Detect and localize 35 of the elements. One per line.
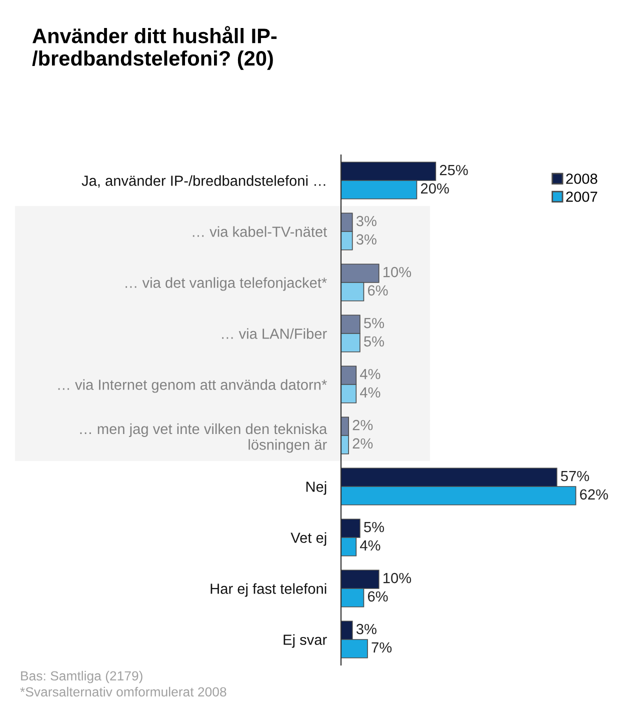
data-label: 57% xyxy=(560,470,590,482)
y-tick-label: Har ej fast telefoni xyxy=(210,583,326,597)
y-tick-label: … via kabel-TV-nätet xyxy=(192,226,328,237)
data-label: 2% xyxy=(352,420,373,430)
text: Använder ditt hushåll IP- /bredbandstelefoni? (20) xyxy=(32,26,277,70)
data-label: 7% xyxy=(372,642,392,653)
legend-label: 2007 xyxy=(566,192,598,202)
data-label: 4% xyxy=(360,540,380,551)
text: *Svarsalternativ omformulerat 2008 xyxy=(20,686,226,697)
data-label: 25% xyxy=(440,164,468,176)
y-tick-label: … via det vanliga telefonjacket* xyxy=(126,277,327,291)
y-tick-label: … via Internet genom att använda datorn* xyxy=(58,379,327,393)
data-label: 5% xyxy=(364,318,384,328)
data-label: 10% xyxy=(384,266,412,278)
data-label: 62% xyxy=(580,489,608,500)
data-label: 4% xyxy=(360,387,380,398)
text: Bas: Samtliga (2179) xyxy=(21,670,142,684)
y-tick-label: … men jag vet inte vilken den tekniska lösningen är xyxy=(80,423,328,453)
data-label: 5% xyxy=(364,336,384,347)
y-tick-label: … via LAN/Fiber xyxy=(222,328,327,339)
data-label: 10% xyxy=(384,572,412,584)
data-label: 3% xyxy=(356,216,376,226)
data-label: 4% xyxy=(360,368,380,380)
data-label: 3% xyxy=(356,624,376,634)
legend-label: 2008 xyxy=(566,174,598,184)
data-label: 3% xyxy=(356,234,376,245)
y-tick-label: Vet ej xyxy=(290,532,326,546)
data-label: 5% xyxy=(364,522,384,532)
y-tick-label: Nej xyxy=(306,481,326,495)
data-label: 20% xyxy=(420,183,449,194)
data-label: 2% xyxy=(352,438,373,449)
data-label: 6% xyxy=(368,285,388,296)
data-label: 6% xyxy=(368,591,388,602)
y-tick-label: Ja, använder IP-/bredbandstelefoni … xyxy=(82,175,326,188)
y-tick-label: Ej svar xyxy=(284,634,327,648)
